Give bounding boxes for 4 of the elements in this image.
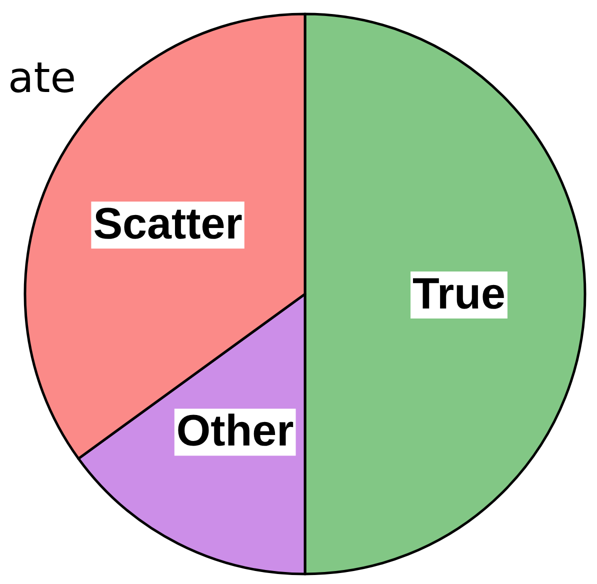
text: ate — [8, 53, 76, 102]
slice-label: Other — [176, 406, 294, 456]
slice-label: Scatter — [93, 200, 242, 249]
slice-label: True — [412, 270, 506, 318]
